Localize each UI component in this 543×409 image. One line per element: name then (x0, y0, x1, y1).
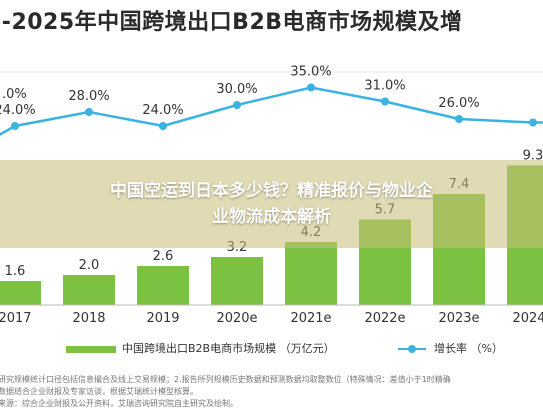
x-tick-2022e: 2022e (364, 311, 405, 326)
article-title-line2: 业物流成本解析 (212, 207, 331, 227)
legend-line-series: 增长率 （%） (398, 340, 503, 356)
growth-point-2017 (11, 122, 19, 130)
growth-label-2017: 24.0% (0, 103, 36, 118)
x-tick-2023e: 2023e (438, 311, 479, 326)
legend-bar-series: 中国跨境出口B2B电商市场规模 （万亿元） (66, 340, 335, 356)
x-tick-2020e: 2020e (216, 311, 257, 326)
growth-point-2021e (307, 83, 315, 92)
footnote-2: 数据结合企业财报及专家访谈，根据艾瑞统计模型核算。 (0, 387, 198, 396)
growth-label-2023e: 26.0% (438, 96, 479, 111)
bar-label-2024e: 9.3 (523, 149, 543, 164)
growth-point-2022e (381, 97, 389, 106)
x-tick-2017: 2017 (0, 311, 32, 326)
legend-bar-label: 中国跨境出口B2B电商市场规模 （万亿元） (122, 342, 335, 355)
article-title[interactable]: 中国空运到日本多少钱？精准报价与物业企 业物流成本解析 (0, 178, 543, 230)
chart-title: 6-2025年中国跨境出口B2B电商市场规模及增 (0, 10, 463, 35)
bar-2018 (63, 275, 115, 305)
growth-point-2024e (529, 118, 537, 127)
legend-line-swatch (398, 345, 426, 353)
growth-label-2021e: 35.0% (290, 65, 331, 80)
x-tick-2019: 2019 (146, 311, 179, 326)
legend-bar-swatch (66, 345, 116, 353)
x-tick-2018: 2018 (72, 311, 105, 326)
bar-2019 (137, 266, 189, 305)
x-tick-2021e: 2021e (290, 311, 331, 326)
bar-2020e (211, 257, 263, 305)
growth-point-2018 (85, 108, 93, 116)
growth-label-2019: 24.0% (142, 103, 183, 118)
growth-label-2020e: 30.0% (216, 82, 257, 97)
x-tick-2024e: 2024e (512, 311, 543, 326)
article-title-line1: 中国空运到日本多少钱？精准报价与物业企 (110, 181, 433, 201)
footnote-1: 研究规模统计口径包括信息撮合及线上交易规模；2.报告所列规模历史数据和预测数据均… (0, 375, 451, 384)
footnote-3: 来源：综合企业财报及公开资料，艾瑞咨询研究院自主研究及绘制。 (0, 399, 238, 408)
growth-rate-line (0, 86, 543, 136)
bar-label-2019: 2.6 (153, 249, 174, 264)
bar-label-2017: 1.6 (5, 264, 26, 279)
bar-2017 (0, 281, 41, 305)
growth-point-2019 (159, 122, 167, 130)
bar-2021e (285, 242, 337, 305)
growth-label-2018: 28.0% (68, 89, 109, 104)
growth-point-2023e (455, 115, 463, 123)
growth-label-2016: .0% (2, 87, 27, 102)
article-title-overlay (0, 160, 543, 248)
bar-label-2018: 2.0 (79, 258, 100, 273)
growth-point-2020e (233, 101, 241, 109)
growth-label-2022e: 31.0% (364, 79, 405, 94)
legend-line-label: 增长率 （%） (434, 342, 503, 355)
